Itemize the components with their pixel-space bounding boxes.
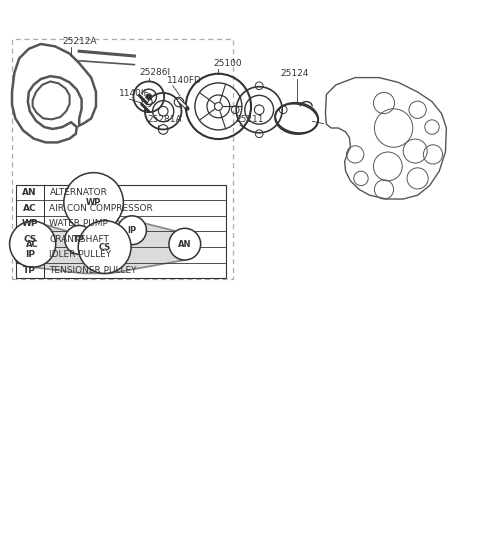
Text: 25281A: 25281A	[148, 115, 182, 124]
Text: 25286I: 25286I	[139, 68, 170, 77]
Text: 25100: 25100	[214, 59, 242, 69]
Text: CRANKSHAFT: CRANKSHAFT	[49, 235, 109, 244]
Text: TP: TP	[73, 236, 85, 244]
Text: 1140JF: 1140JF	[119, 89, 150, 98]
Text: AC: AC	[23, 203, 36, 213]
Bar	[12, 39, 233, 279]
Text: TENSIONER PULLEY: TENSIONER PULLEY	[49, 266, 137, 275]
Text: WP: WP	[22, 219, 38, 228]
Text: CS: CS	[98, 243, 111, 251]
Text: 25211: 25211	[235, 115, 264, 124]
Text: AC: AC	[26, 240, 39, 249]
Text: WP: WP	[86, 198, 101, 207]
Text: TP: TP	[24, 266, 36, 275]
Text: 1140FD: 1140FD	[167, 76, 202, 85]
Circle shape	[118, 216, 146, 245]
Text: 25212A: 25212A	[62, 38, 97, 46]
Text: AN: AN	[23, 188, 37, 197]
Bar	[16, 184, 226, 278]
Text: AN: AN	[178, 240, 192, 249]
Circle shape	[10, 221, 56, 267]
Text: IP: IP	[25, 250, 35, 259]
Text: ALTERNATOR: ALTERNATOR	[49, 188, 108, 197]
Text: AIR CON COMPRESSOR: AIR CON COMPRESSOR	[49, 203, 153, 213]
Text: WATER PUMP: WATER PUMP	[49, 219, 108, 228]
Text: CS: CS	[23, 235, 36, 244]
Circle shape	[65, 225, 94, 254]
Polygon shape	[10, 172, 201, 274]
Circle shape	[78, 221, 131, 274]
Text: IP: IP	[127, 226, 137, 235]
Circle shape	[64, 172, 123, 232]
Circle shape	[146, 94, 152, 100]
Circle shape	[169, 228, 201, 260]
Text: IDLER PULLEY: IDLER PULLEY	[49, 250, 111, 259]
Text: 25124: 25124	[281, 69, 309, 78]
